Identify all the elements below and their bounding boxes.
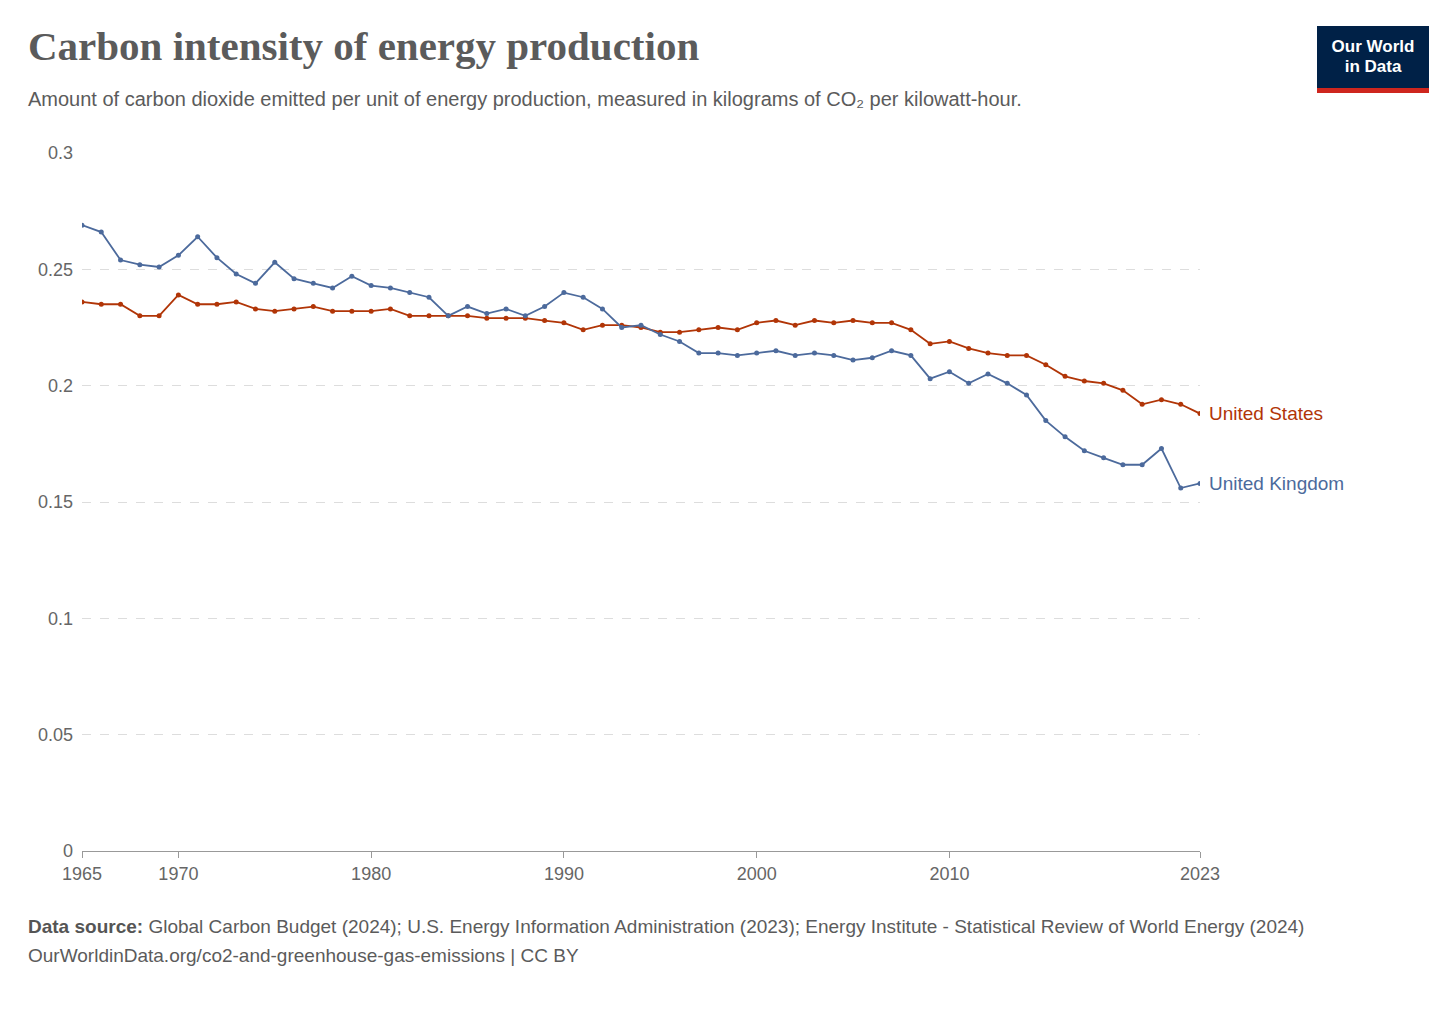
- svg-text:United States: United States: [1209, 403, 1323, 424]
- html-text:Data source: Global Carbon Bud: Data source: Global Carbon Budget (2024)…: [28, 916, 1305, 937]
- svg-text:2023: 2023: [1180, 864, 1220, 884]
- svg-text:0.1: 0.1: [48, 609, 73, 629]
- svg-text:1970: 1970: [158, 864, 198, 884]
- svg-text:0.25: 0.25: [38, 260, 73, 280]
- svg-text:1990: 1990: [544, 864, 584, 884]
- svg-text:0.15: 0.15: [38, 492, 73, 512]
- svg-text:0.05: 0.05: [38, 725, 73, 745]
- svg-text:1980: 1980: [351, 864, 391, 884]
- html-text:OurWorldinData.org/co2-and-gre: OurWorldinData.org/co2-and-greenhouse-ga…: [28, 945, 579, 966]
- svg-text:2010: 2010: [929, 864, 969, 884]
- svg-text:0: 0: [63, 841, 73, 861]
- svg-text:0.2: 0.2: [48, 376, 73, 396]
- svg-text:1965: 1965: [62, 864, 102, 884]
- svg-text:United Kingdom: United Kingdom: [1209, 473, 1344, 494]
- svg-text:2000: 2000: [737, 864, 777, 884]
- html-text:Carbon intensity of energy pro: Carbon intensity of energy production: [28, 23, 700, 69]
- html-text:in Data: in Data: [1344, 57, 1402, 76]
- html-text:Our World: Our World: [1331, 37, 1415, 56]
- svg-text:0.3: 0.3: [48, 143, 73, 163]
- html-text:Amount of carbon dioxide emitt: Amount of carbon dioxide emitted per uni…: [28, 88, 1022, 110]
